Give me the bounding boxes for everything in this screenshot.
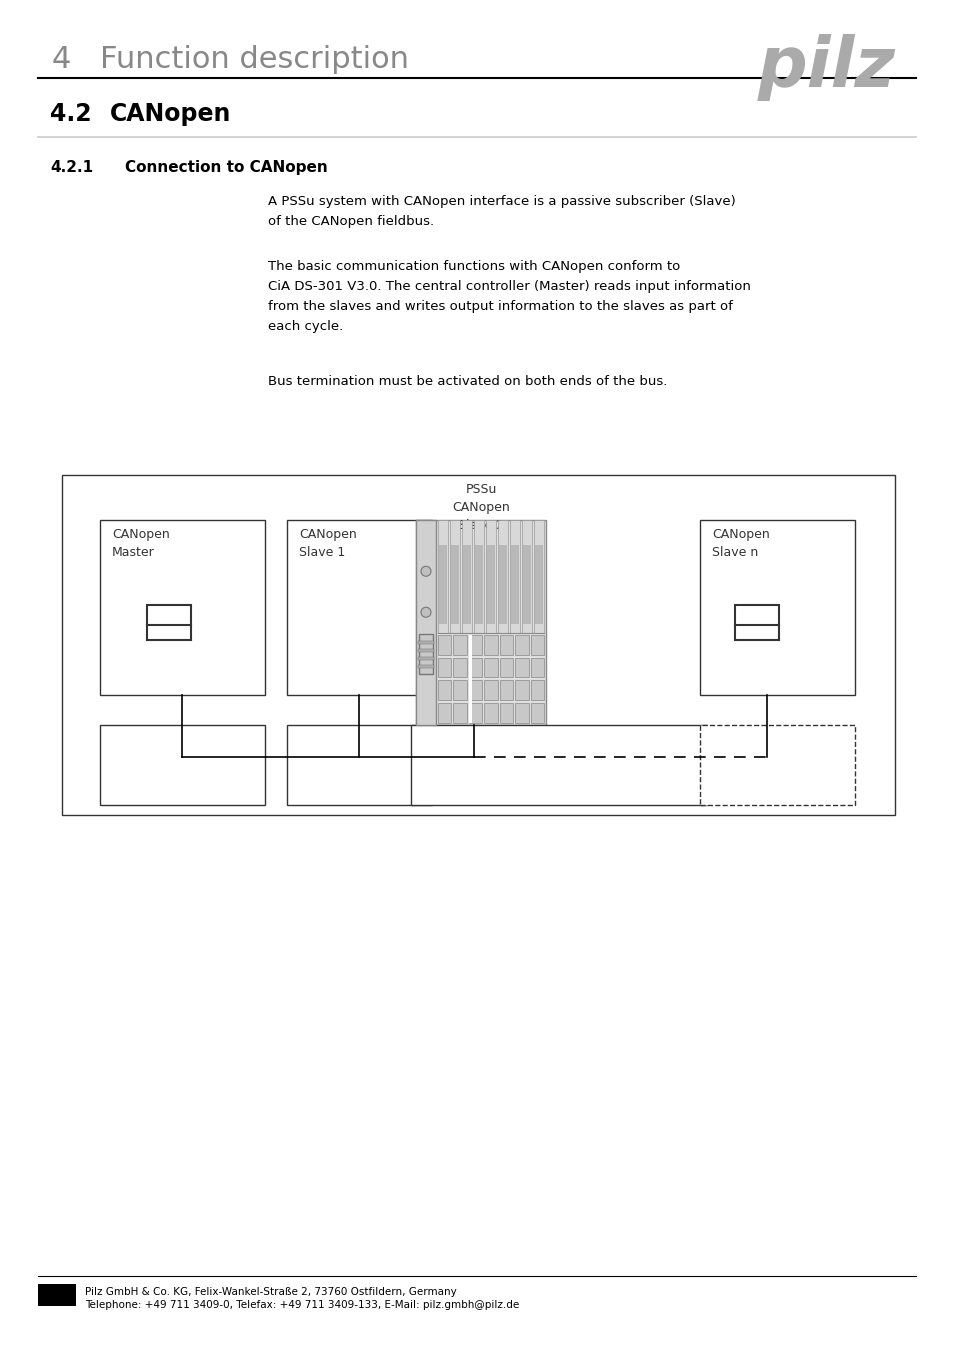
Bar (462, 545, 471, 624)
Bar (735, 605, 779, 625)
Bar (417, 664, 434, 668)
Bar (484, 634, 497, 655)
Bar (417, 649, 434, 652)
Bar (38, 1284, 76, 1305)
Bar (700, 520, 854, 695)
Bar (100, 725, 265, 805)
Bar (515, 680, 528, 701)
Bar (416, 520, 436, 725)
Text: Bus termination must be activated on both ends of the bus.: Bus termination must be activated on bot… (268, 375, 667, 387)
Bar (474, 520, 483, 633)
Bar (700, 725, 854, 805)
Text: pilz: pilz (758, 34, 895, 101)
Bar (534, 520, 543, 633)
Bar (515, 703, 528, 724)
Text: The basic communication functions with CANopen conform to
CiA DS-301 V3.0. The c: The basic communication functions with C… (268, 261, 750, 333)
Bar (437, 634, 451, 655)
Bar (437, 520, 448, 633)
Text: Pilz GmbH & Co. KG, Felix-Wankel-Straße 2, 73760 Ostfildern, Germany: Pilz GmbH & Co. KG, Felix-Wankel-Straße … (85, 1287, 456, 1297)
Bar (287, 520, 432, 695)
Bar (453, 680, 466, 701)
Bar (530, 680, 543, 701)
Bar (453, 657, 466, 678)
Bar (468, 703, 482, 724)
Text: 4-2: 4-2 (48, 1291, 67, 1300)
Bar (499, 680, 513, 701)
Bar (468, 634, 482, 655)
Bar (499, 657, 513, 678)
Bar (530, 657, 543, 678)
Bar (438, 545, 447, 624)
Bar (486, 545, 495, 624)
Bar (475, 545, 482, 624)
Bar (522, 545, 531, 624)
Text: 4.2: 4.2 (50, 103, 91, 126)
Bar (485, 520, 496, 633)
Bar (484, 680, 497, 701)
Text: CANopen: CANopen (110, 103, 232, 126)
Text: Connection to CANopen: Connection to CANopen (125, 161, 328, 176)
Bar (287, 725, 432, 805)
Text: CANopen
Slave n: CANopen Slave n (711, 528, 769, 559)
Bar (511, 545, 518, 624)
Bar (147, 605, 192, 625)
Bar (453, 634, 466, 655)
Bar (521, 520, 532, 633)
Bar (450, 520, 459, 633)
Bar (499, 634, 513, 655)
Text: CANopen
Slave 1: CANopen Slave 1 (298, 528, 356, 559)
Text: 4.2.1: 4.2.1 (50, 161, 93, 176)
Text: Telephone: +49 711 3409-0, Telefax: +49 711 3409-133, E-Mail: pilz.gmbh@pilz.de: Telephone: +49 711 3409-0, Telefax: +49 … (85, 1300, 518, 1310)
Circle shape (420, 566, 431, 576)
Text: PSSu
CANopen
Slave 2: PSSu CANopen Slave 2 (452, 483, 509, 532)
Bar (515, 657, 528, 678)
Bar (468, 657, 482, 678)
Text: Function description: Function description (100, 45, 409, 74)
Bar (62, 475, 894, 815)
Bar (530, 703, 543, 724)
Bar (100, 520, 265, 695)
Text: A PSSu system with CANopen interface is a passive subscriber (Slave)
of the CANo: A PSSu system with CANopen interface is … (268, 194, 735, 228)
Bar (417, 656, 434, 660)
Bar (498, 545, 506, 624)
Bar (510, 520, 519, 633)
Text: 4: 4 (52, 45, 71, 74)
Bar (437, 703, 451, 724)
Bar (530, 634, 543, 655)
Bar (416, 520, 545, 725)
Bar (499, 703, 513, 724)
Bar (461, 520, 472, 633)
Bar (453, 703, 466, 724)
Bar (437, 657, 451, 678)
Bar (468, 634, 472, 724)
Bar (418, 633, 433, 674)
Bar (535, 545, 542, 624)
Bar (468, 680, 482, 701)
Bar (451, 545, 458, 624)
Bar (411, 725, 707, 805)
Bar (484, 657, 497, 678)
Bar (515, 634, 528, 655)
Bar (437, 680, 451, 701)
Bar (417, 641, 434, 644)
Bar (484, 703, 497, 724)
Circle shape (420, 608, 431, 617)
Text: CANopen
Master: CANopen Master (112, 528, 170, 559)
Bar (497, 520, 507, 633)
